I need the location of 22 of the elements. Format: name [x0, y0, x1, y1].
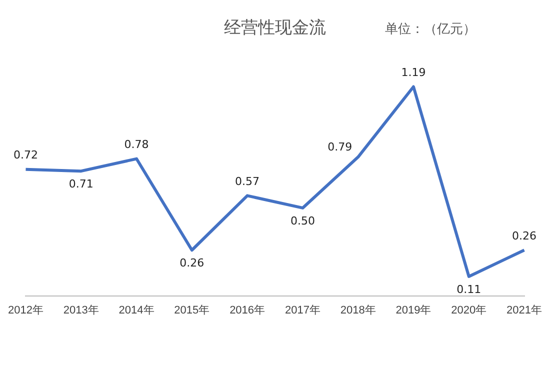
x-tick-label: 2012年	[8, 304, 44, 316]
data-label: 0.71	[68, 177, 94, 190]
x-tick-label: 2017年	[284, 304, 320, 316]
x-tick-label: 2019年	[396, 304, 432, 316]
data-label: 0.26	[512, 229, 537, 242]
x-tick-label: 2014年	[118, 304, 154, 316]
chart-title: 经营性现金流	[224, 18, 326, 38]
data-label: 0.78	[124, 138, 149, 152]
x-tick-label: 2018年	[340, 304, 376, 316]
x-tick-label: 2021年	[506, 304, 542, 316]
x-tick-label: 2013年	[63, 304, 99, 316]
x-tick-label: 2020年	[451, 304, 487, 316]
data-label: 1.19	[401, 66, 426, 80]
data-label: 0.50	[290, 214, 315, 228]
data-label: 0.72	[13, 148, 38, 162]
data-label: 0.26	[180, 256, 204, 270]
data-label: 0.11	[456, 282, 482, 296]
data-label: 0.57	[235, 175, 260, 188]
text: 单位：（亿元）	[385, 21, 476, 38]
x-tick-label: 2016年	[230, 304, 266, 316]
x-tick-label: 2015年	[174, 304, 210, 316]
data-label: 0.79	[328, 140, 352, 154]
